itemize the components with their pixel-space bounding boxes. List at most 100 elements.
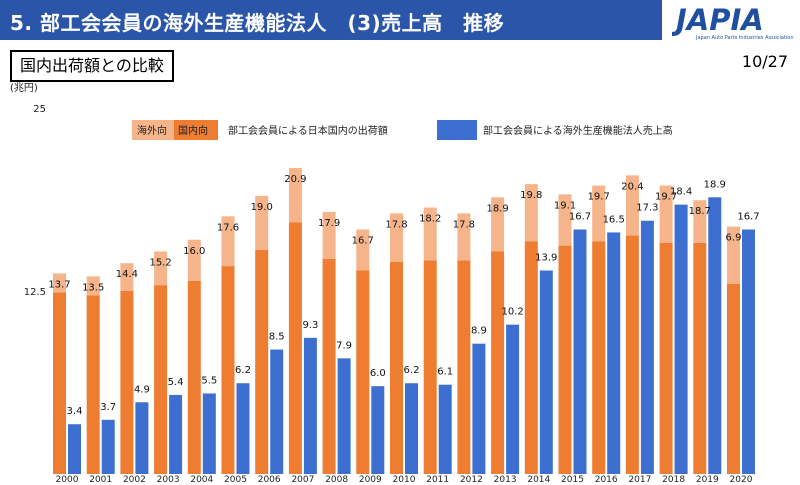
stacked-total-label: 14.4: [116, 269, 138, 280]
bar-domestic: [524, 241, 538, 474]
bar-overseas: [288, 168, 302, 223]
x-tick-label: 2001: [89, 475, 112, 485]
y-tick-label: 12.5: [24, 287, 46, 298]
bar-overseas: [659, 185, 673, 243]
x-tick-label: 2016: [595, 475, 618, 485]
foreign-value-label: 10.2: [501, 307, 523, 318]
foreign-value-label: 18.9: [704, 179, 726, 190]
x-tick-label: 2014: [527, 475, 550, 485]
stacked-total-label: 19.8: [520, 190, 542, 201]
legend-foreign-swatch: [437, 120, 477, 140]
x-tick-label: 2006: [258, 475, 281, 485]
bar-domestic: [322, 258, 336, 474]
stacked-total-label: 6.9: [726, 233, 742, 244]
y-tick-label: 25: [33, 104, 46, 115]
bar-foreign: [337, 358, 351, 474]
stacked-bar-chart: (兆円) 12.5 25 海外向 国内向 部工会会員による日本国内の出荷額 部工会…: [10, 82, 760, 485]
x-tick-label: 2009: [359, 475, 382, 485]
foreign-value-label: 13.9: [535, 253, 557, 264]
bar-foreign: [236, 383, 250, 474]
bar-domestic: [120, 291, 134, 474]
foreign-value-label: 8.9: [471, 326, 487, 337]
legend-overseas-swatch: [132, 120, 174, 140]
legend-domestic-label: 国内向: [178, 124, 208, 137]
bar-domestic: [558, 245, 572, 474]
bar-foreign: [539, 270, 553, 474]
bar-domestic: [423, 260, 437, 474]
foreign-value-label: 4.9: [134, 384, 150, 395]
bar-overseas: [625, 175, 639, 236]
stacked-total-label: 18.2: [419, 214, 441, 225]
stacked-total-label: 13.5: [82, 282, 104, 293]
stacked-total-label: 19.1: [554, 200, 576, 211]
bar-foreign: [506, 324, 520, 474]
bar-overseas: [491, 197, 505, 252]
page-title: 5. 部工会会員の海外生産機能法人 (3)売上高 推移: [10, 11, 505, 35]
legend-stacked-series-label: 部工会会員による日本国内の出荷額: [228, 124, 388, 137]
x-tick-label: 2019: [696, 475, 719, 485]
bar-foreign: [202, 393, 216, 474]
legend: 海外向 国内向 部工会会員による日本国内の出荷額 部工会会員による海外生産機能法…: [132, 120, 673, 140]
x-tick-label: 2012: [460, 475, 483, 485]
legend-foreign-series-label: 部工会会員による海外生産機能法人売上高: [483, 124, 673, 137]
bar-overseas: [86, 276, 100, 296]
stacked-total-label: 17.9: [318, 218, 340, 229]
stacked-total-label: 19.7: [588, 192, 610, 203]
legend-domestic-swatch: [174, 120, 218, 140]
stacked-total-label: 20.4: [621, 181, 643, 192]
page-number: 10/27: [741, 52, 788, 71]
bar-foreign: [405, 383, 418, 474]
bar-domestic: [659, 242, 673, 474]
bar-overseas: [154, 251, 168, 286]
bar-foreign: [438, 384, 452, 474]
x-tick-label: 2007: [291, 475, 314, 485]
x-tick-label: 2011: [426, 475, 449, 485]
stacked-total-label: 16.7: [352, 236, 374, 247]
bar-overseas: [524, 184, 538, 242]
stacked-total-label: 17.6: [217, 222, 239, 233]
x-tick-label: 2020: [730, 475, 753, 485]
bar-domestic: [255, 250, 269, 474]
legend-overseas-label: 海外向: [137, 124, 167, 137]
bar-domestic: [221, 266, 235, 474]
bar-foreign: [674, 204, 688, 474]
bar-domestic: [187, 280, 201, 474]
bar-overseas: [457, 213, 471, 261]
x-tick-label: 2000: [56, 475, 79, 485]
bar-foreign: [742, 229, 755, 474]
bar-overseas: [187, 239, 201, 281]
bar-domestic: [288, 222, 302, 474]
bar-overseas: [558, 194, 572, 246]
bar-overseas: [423, 207, 437, 261]
foreign-value-label: 5.4: [168, 377, 184, 388]
x-axis-labels: 2000 2001 2002 2003 2004 2005 2006 2007 2008 2009…: [56, 475, 753, 485]
bar-domestic: [390, 261, 403, 474]
data-labels: 13.7 3.4 13.5 3.7 14.4 4.9 15.2 5.4 16.0 5.5 17.6 6…: [48, 174, 759, 417]
stacked-total-label: 15.2: [149, 257, 171, 268]
bar-foreign: [472, 343, 486, 474]
unit-label: (兆円): [10, 82, 38, 94]
foreign-value-label: 7.9: [336, 340, 352, 351]
y-axis-ticks: 12.5 25: [24, 104, 46, 298]
x-tick-label: 2002: [123, 475, 146, 485]
x-tick-label: 2015: [561, 475, 584, 485]
bar-foreign: [573, 229, 587, 474]
foreign-value-label: 9.3: [302, 320, 318, 331]
foreign-value-label: 16.7: [569, 212, 591, 223]
logo-text: JAPIA: [672, 3, 764, 37]
stacked-total-label: 19.0: [251, 202, 273, 213]
x-tick-label: 2008: [325, 475, 348, 485]
foreign-value-label: 3.4: [67, 406, 83, 417]
foreign-value-label: 6.1: [437, 367, 453, 378]
bar-overseas: [693, 200, 707, 243]
x-tick-label: 2005: [224, 475, 247, 485]
stacked-total-label: 18.7: [689, 206, 711, 217]
stacked-total-label: 19.7: [655, 192, 677, 203]
bar-foreign: [169, 394, 183, 474]
stacked-total-label: 17.8: [453, 219, 475, 230]
stacked-total-label: 20.9: [284, 174, 306, 185]
x-tick-label: 2013: [494, 475, 517, 485]
stacked-total-label: 16.0: [183, 246, 205, 257]
stacked-total-label: 18.9: [486, 203, 508, 214]
bar-domestic: [86, 295, 100, 474]
